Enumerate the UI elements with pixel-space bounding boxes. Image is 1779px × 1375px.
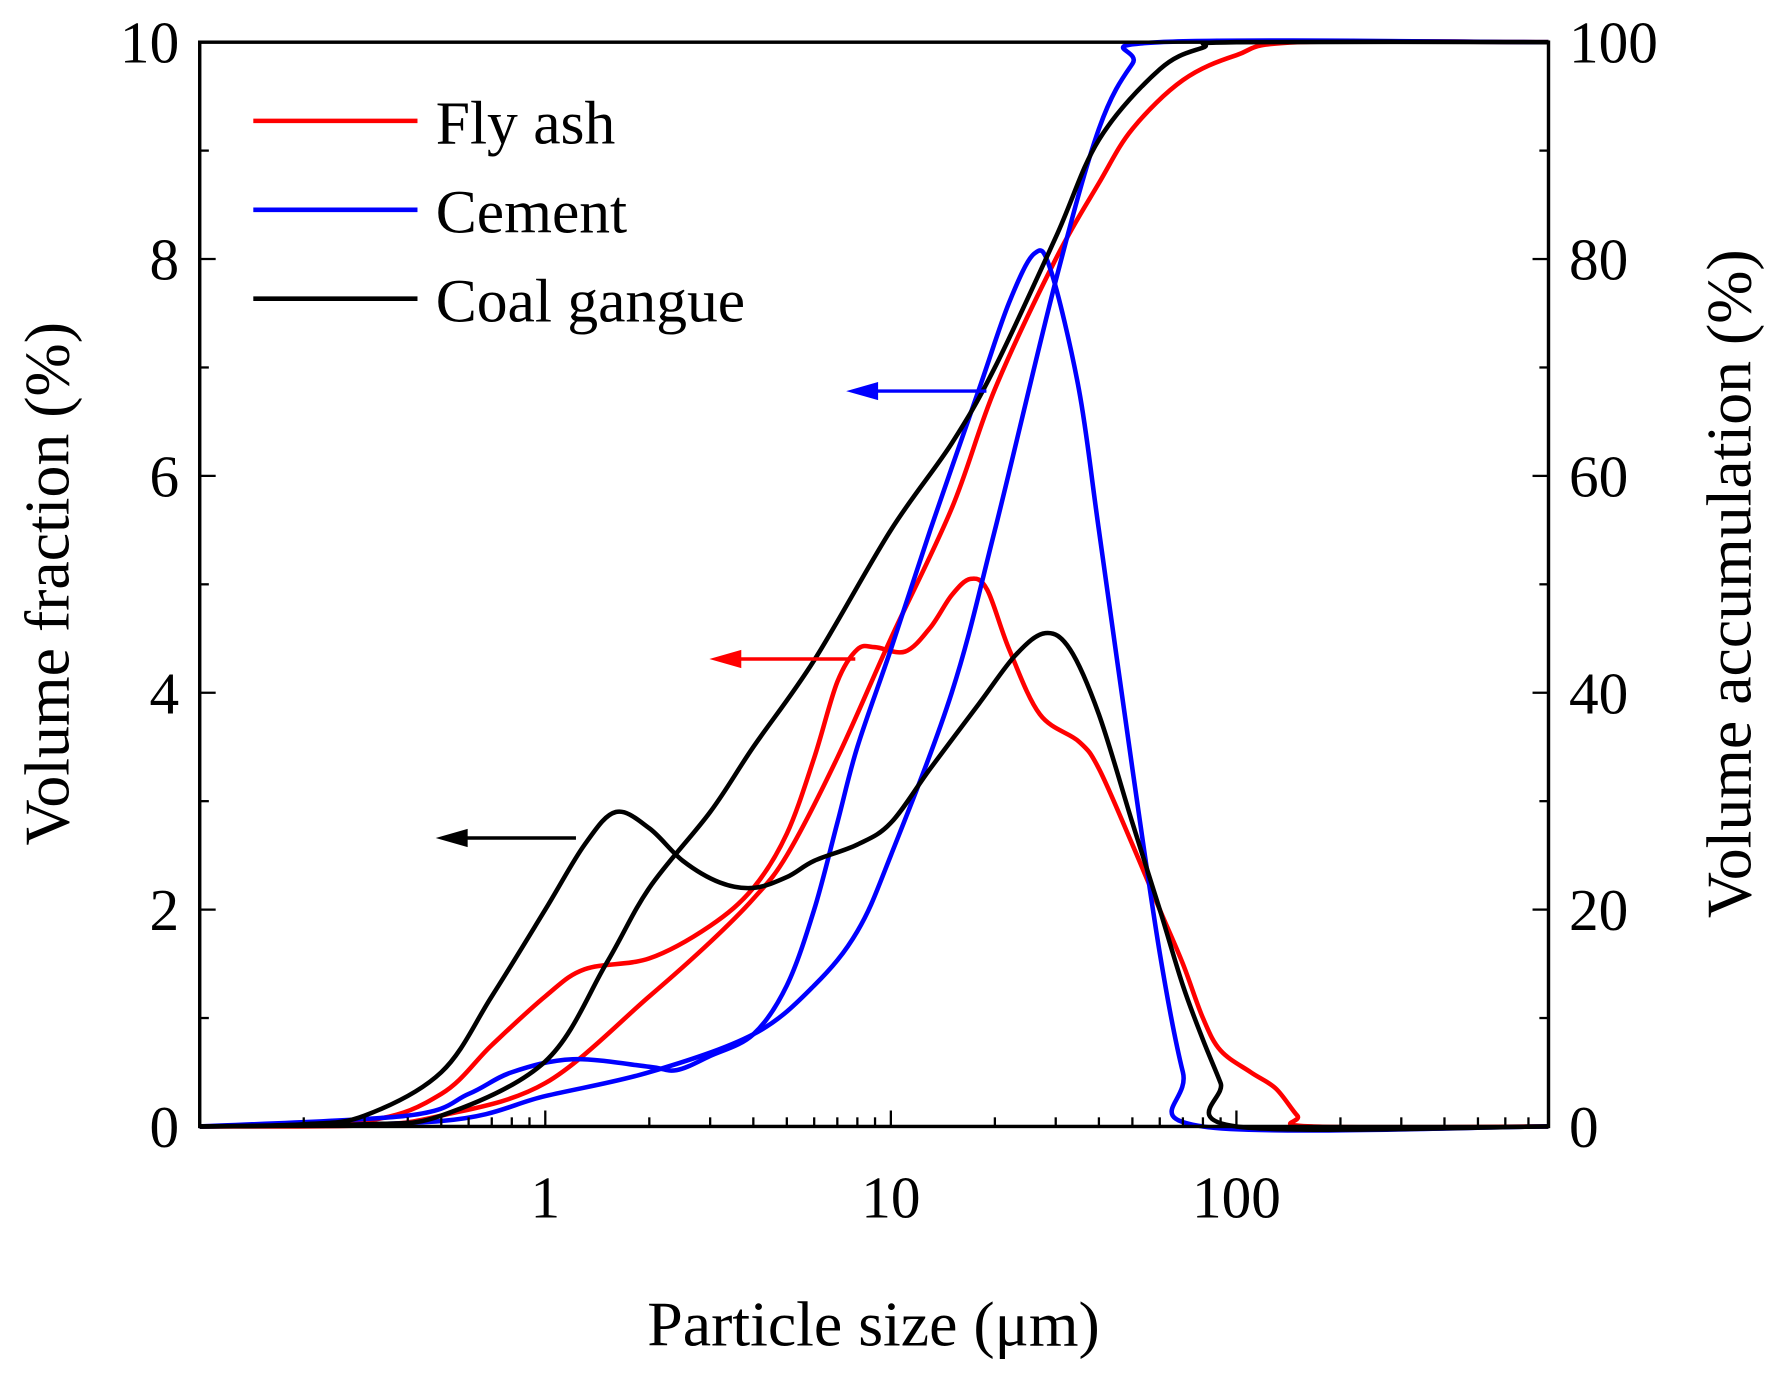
- y2-tick-label: 60: [1569, 443, 1628, 509]
- coal-gangue-fraction-line: [199, 630, 1549, 1132]
- y-tick-label: 8: [150, 227, 180, 293]
- y2-tick-label: 100: [1569, 10, 1658, 76]
- y2-tick-label: 20: [1569, 877, 1628, 943]
- y2-tick-label: 0: [1569, 1094, 1599, 1160]
- y-tick-label: 6: [150, 443, 180, 509]
- y2-tick-label: 80: [1569, 227, 1628, 293]
- y-tick-label: 4: [150, 660, 180, 726]
- y-axis-label: Volume fraction (%): [12, 322, 83, 845]
- fly-ash-cumulative-line: [199, 38, 1549, 1129]
- coal-gangue-cumulative-line: [199, 39, 1549, 1129]
- x-tick-label: 100: [1192, 1165, 1281, 1231]
- legend-label-coal-gangue: Coal gangue: [436, 268, 745, 336]
- cement-arrowhead-icon: [846, 381, 879, 401]
- axis-arrows: [435, 381, 987, 848]
- legend-label-fly-ash: Fly ash: [436, 90, 616, 158]
- y-tick-label: 10: [120, 10, 179, 76]
- x-tick-label: 1: [530, 1165, 560, 1231]
- y-tick-label: 2: [150, 877, 180, 943]
- plot-area: [199, 38, 1549, 1133]
- y-tick-label: 0: [150, 1094, 180, 1160]
- y2-tick-label: 40: [1569, 660, 1628, 726]
- x-tick-label: 10: [861, 1165, 920, 1231]
- y2-axis-label: Volume accumulation (%): [1693, 249, 1764, 918]
- fly-ash-fraction-line: [199, 576, 1549, 1130]
- fly-ash-arrowhead-icon: [709, 649, 742, 669]
- legend: Fly ash Cement Coal gangue: [253, 90, 745, 336]
- legend-label-cement: Cement: [436, 179, 627, 247]
- plot-frame: [198, 40, 1551, 1129]
- cement-cumulative-line: [199, 38, 1549, 1129]
- coal-gangue-arrowhead-icon: [435, 828, 468, 848]
- cement-fraction-line: [199, 248, 1549, 1133]
- x-axis-label: Particle size (μm): [647, 1288, 1099, 1359]
